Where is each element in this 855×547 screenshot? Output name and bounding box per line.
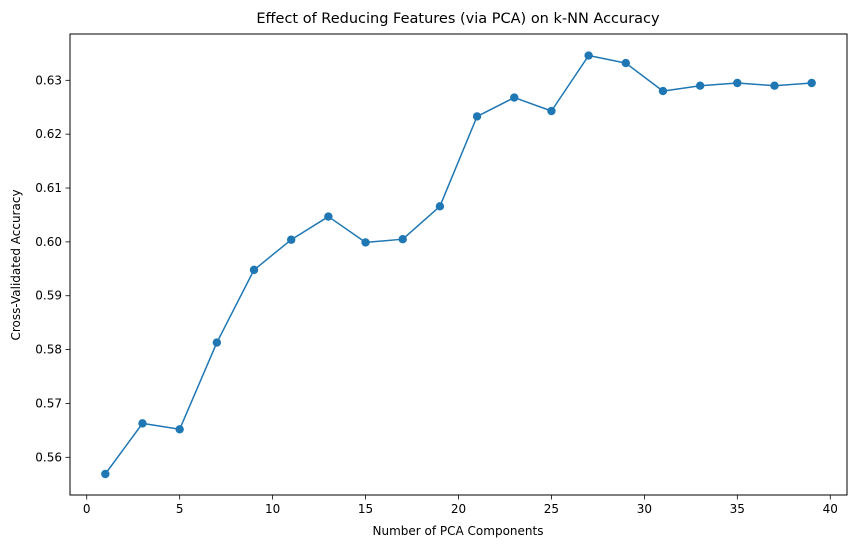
data-point [175, 425, 184, 434]
x-tick-label: 5 [176, 502, 184, 516]
chart-title: Effect of Reducing Features (via PCA) on… [256, 11, 660, 27]
series-layer [101, 51, 816, 479]
y-tick-label: 0.60 [35, 235, 62, 249]
data-point [361, 238, 370, 247]
data-point [287, 235, 296, 244]
x-tick-label: 35 [730, 502, 745, 516]
data-point [138, 419, 147, 428]
data-point [212, 338, 222, 347]
x-tick-label: 10 [265, 502, 280, 516]
y-axis-label: Cross-Validated Accuracy [9, 189, 23, 340]
y-axis: 0.56 0.57 0.58 0.59 0.60 0.61 0.62 0.63 [35, 73, 70, 464]
series-line [104, 54, 812, 475]
x-axis: 0 5 10 15 20 25 30 35 40 [83, 495, 838, 516]
data-point [584, 51, 593, 60]
data-point [621, 58, 630, 68]
data-point [807, 78, 816, 88]
data-point [472, 112, 482, 121]
y-tick-label: 0.63 [35, 73, 62, 87]
data-point [398, 234, 407, 244]
data-point [695, 81, 705, 90]
data-point [101, 469, 110, 479]
y-tick-label: 0.62 [35, 127, 62, 141]
x-tick-label: 25 [544, 502, 559, 516]
data-point [547, 106, 556, 116]
y-tick-label: 0.56 [35, 450, 62, 464]
data-point [658, 86, 668, 96]
data-point [435, 202, 445, 211]
data-point [733, 78, 742, 88]
x-tick-label: 40 [823, 502, 838, 516]
y-tick-label: 0.57 [35, 396, 62, 410]
y-tick-label: 0.59 [35, 289, 62, 303]
y-tick-label: 0.58 [35, 343, 62, 357]
data-point [324, 212, 333, 221]
y-tick-label: 0.61 [35, 181, 62, 195]
x-tick-label: 0 [83, 502, 91, 516]
x-tick-label: 30 [637, 502, 652, 516]
x-tick-label: 20 [451, 502, 466, 516]
data-point [510, 93, 519, 102]
data-point [770, 81, 779, 90]
x-axis-label: Number of PCA Components [373, 524, 544, 538]
x-tick-label: 15 [358, 502, 373, 516]
data-point [249, 265, 259, 275]
